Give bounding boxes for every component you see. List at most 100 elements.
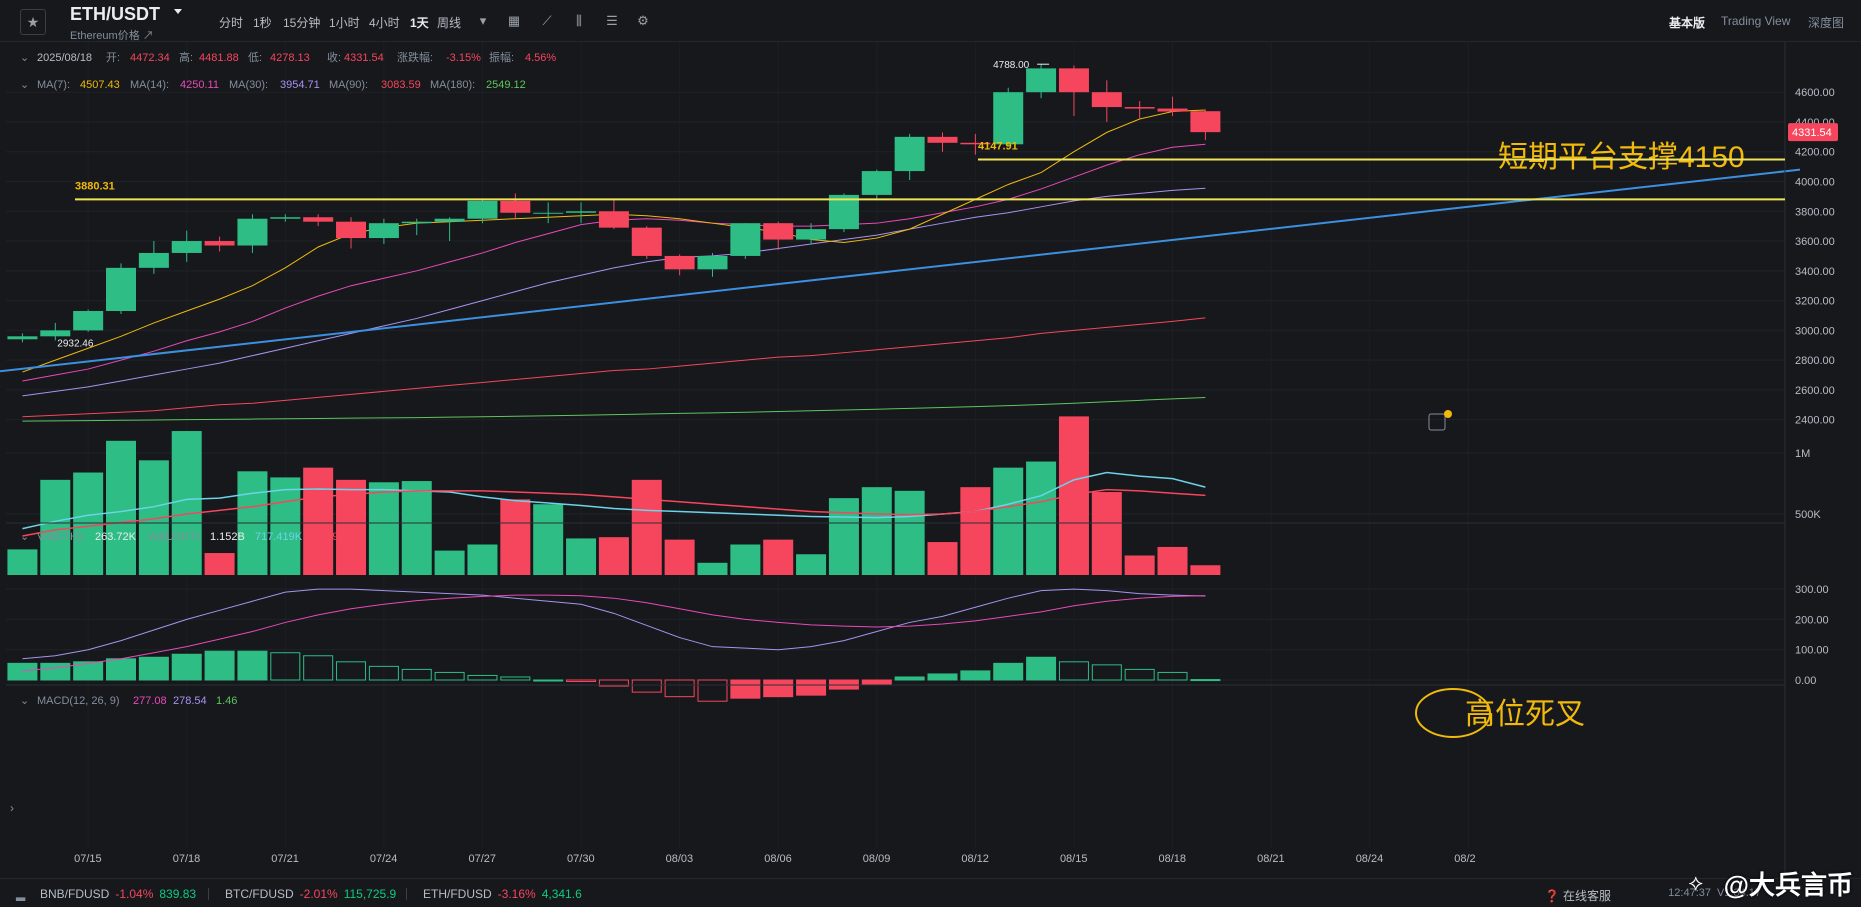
macd-hist-bar (631, 679, 662, 693)
volume-bar (1157, 546, 1188, 575)
symbol-title[interactable]: ETH/USDT (70, 4, 160, 24)
tf-1s[interactable]: 1秒 (253, 16, 272, 30)
legend-collapse-icon: ⌄ (20, 695, 29, 707)
ticker-btc[interactable]: BTC/FDUSD -2.01% 115,725.9 (225, 887, 396, 901)
price-tick-label: 4200.00 (1795, 147, 1835, 159)
price-tick-label: 3000.00 (1795, 325, 1835, 337)
cross-circle (1415, 688, 1491, 738)
ticker-bnb[interactable]: BNB/FDUSD -1.04% 839.83 (40, 887, 196, 901)
axes: 2400.00 2600.00 2800.00 3000.00 3200.00 3400.… (74, 87, 1835, 865)
date-tick-label: 08/18 (1159, 853, 1187, 865)
indicator-icon[interactable]: ⟋ (542, 13, 552, 28)
date-tick-label: 08/15 (1060, 853, 1088, 865)
candle-body (1058, 68, 1089, 93)
ticker-eth[interactable]: ETH/FDUSD -3.16% 4,341.6 (423, 887, 582, 901)
macd-dea-line (22, 594, 1206, 672)
macd-hist-bar (368, 665, 399, 681)
volume-bar (303, 467, 334, 575)
candle-body (993, 92, 1024, 145)
volume-bar (730, 544, 761, 575)
layout-icon[interactable]: ☰ (606, 13, 618, 28)
tf-1h[interactable]: 1小时 (329, 16, 360, 30)
macd-hist-bar (730, 679, 761, 699)
macd-legend: ⌄ MACD(12, 26, 9) 277.08 278.54 1.46 (20, 695, 237, 707)
tf-15m[interactable]: 15分钟 (283, 16, 321, 30)
tf-4h[interactable]: 4小时 (369, 16, 400, 30)
date-tick-label: 08/06 (764, 853, 792, 865)
macd-hist-bar (1190, 679, 1221, 682)
tab-depth[interactable]: 深度图 (1808, 16, 1845, 30)
macd-hist-bar (598, 679, 629, 687)
ma30-value: 3954.71 (280, 79, 320, 91)
volume-bar (664, 539, 695, 575)
tab-basic[interactable]: 基本版 (1669, 16, 1706, 30)
macd-label: MACD(12, 26, 9) (37, 695, 120, 707)
trendline (0, 168, 1801, 373)
candle-body (40, 330, 71, 337)
date-tick-label: 07/27 (468, 853, 496, 865)
date-tick-label: 07/21 (271, 853, 299, 865)
ohlc-change: -3.15% (446, 52, 481, 64)
macd-panel (7, 588, 1221, 702)
tf-realtime[interactable]: 分时 (219, 16, 244, 30)
price-tick-label: 4600.00 (1795, 87, 1835, 99)
volume-bar (7, 549, 38, 575)
macd-hist-bar (434, 671, 465, 681)
candle-body (1091, 92, 1122, 108)
ticker-price: 115,725.9 (343, 887, 397, 901)
ma180-line (22, 396, 1206, 422)
customer-service-button[interactable]: ❓ 在线客服 (1545, 887, 1611, 904)
date-tick-label: 07/30 (567, 853, 595, 865)
macd-hist-bar (401, 668, 432, 681)
macd-hist-bar (763, 679, 794, 698)
volume-bar (861, 487, 892, 575)
price-tick-label: 2600.00 (1795, 385, 1835, 397)
ma14-line (22, 143, 1206, 382)
price-chart[interactable]: 2400.00 2600.00 2800.00 3000.00 3200.00 3400.… (0, 42, 1861, 878)
volume-bar (533, 504, 564, 575)
ohlc-open: 4472.34 (130, 52, 170, 64)
ma90-line (22, 317, 1206, 418)
tf-week[interactable]: 周线 (437, 16, 462, 30)
candle-body (894, 136, 925, 172)
macd-hist-bar (500, 676, 531, 681)
candle-body (533, 212, 564, 214)
vol-ma-red-value: 652.91K (311, 531, 353, 543)
candle-body (631, 227, 662, 256)
macd-hist-bar (1157, 671, 1188, 681)
price-tick-label: 3600.00 (1795, 236, 1835, 248)
candle-body (204, 241, 235, 246)
candles (7, 64, 1221, 343)
date-tick-label: 08/2 (1454, 853, 1475, 865)
macd-hist-bar (467, 674, 498, 681)
ma14-label: MA(14): (130, 79, 169, 91)
chevron-down-icon[interactable] (174, 9, 182, 14)
ticker-name: BNB/FDUSD (40, 887, 110, 901)
price-tick-label: 3200.00 (1795, 296, 1835, 308)
date-tick-label: 08/03 (666, 853, 694, 865)
ohlc-amp: 4.56% (525, 52, 556, 64)
date-tick-label: 08/12 (961, 853, 989, 865)
vol-eth-value: 263.72K (95, 531, 137, 543)
candle-type-icon[interactable]: ⫼ (576, 13, 582, 28)
macd-dif-line (22, 588, 1206, 660)
star-icon[interactable]: ★ (20, 9, 46, 35)
macd-hist-bar (40, 662, 71, 681)
tab-tradingview[interactable]: Trading View (1721, 14, 1791, 28)
volume-bar (401, 481, 432, 575)
volume-bar (828, 498, 859, 575)
macd-hist-bar (993, 662, 1024, 681)
settings-icon[interactable]: ⚙ (637, 13, 649, 28)
chevron-down-icon[interactable]: ▾ (479, 13, 487, 28)
calendar-icon[interactable]: ▦ (507, 13, 521, 28)
symbol-subtitle[interactable]: Ethereum价格 ↗ (70, 30, 154, 42)
candle-body (960, 142, 991, 145)
macd-hist-bar (697, 679, 728, 702)
candle-body (237, 218, 268, 246)
macd-hist-bar (73, 661, 104, 681)
annotations: 短期平台支撑4150 高位死叉 › (10, 141, 1745, 815)
ticker-name: BTC/FDUSD (225, 887, 294, 901)
macd-hist-bar (1091, 664, 1122, 681)
macd-hist-bar (237, 650, 268, 681)
tf-1d[interactable]: 1天 (410, 16, 429, 30)
